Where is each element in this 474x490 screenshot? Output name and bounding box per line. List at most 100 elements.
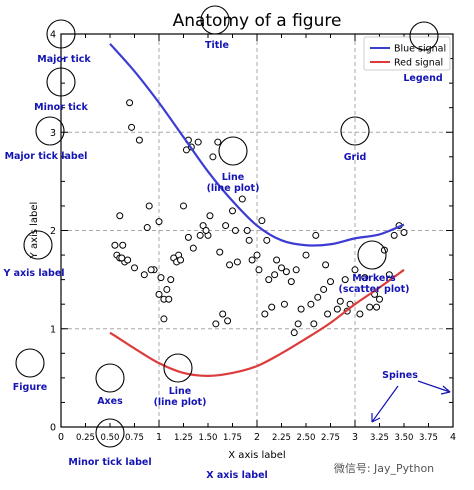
scatter-point bbox=[118, 254, 126, 262]
x-minor-tick-label: 1.50 bbox=[199, 433, 218, 443]
scatter-point bbox=[131, 264, 138, 272]
annotation-circle bbox=[23, 230, 53, 260]
annotation-label: Figure bbox=[13, 382, 47, 393]
watermark: 微信号: Jay_Python bbox=[334, 461, 434, 475]
annotation-circle bbox=[409, 21, 439, 51]
x-major-tick-label: 0 bbox=[58, 432, 64, 443]
x-minor-tick-label: 1.25 bbox=[174, 433, 193, 443]
annotation-label: Major tick label bbox=[5, 151, 88, 162]
scatter-point bbox=[297, 305, 305, 313]
scatter-point bbox=[268, 303, 276, 311]
annotation-circle bbox=[46, 19, 76, 49]
x-minor-tick-label: 2.75 bbox=[321, 433, 340, 443]
scatter-point bbox=[376, 295, 383, 303]
scatter-point bbox=[314, 293, 322, 301]
annotation-circle bbox=[35, 116, 65, 146]
scatter-point bbox=[126, 99, 134, 107]
scatter-point bbox=[238, 195, 246, 203]
scatter-point bbox=[155, 218, 163, 226]
x-major-tick-label: 3 bbox=[352, 432, 358, 443]
x-minor-tick-label: 3.75 bbox=[419, 433, 438, 443]
annotation-label: Line bbox=[222, 172, 245, 183]
scatter-point bbox=[214, 138, 222, 146]
scatter-point bbox=[219, 310, 227, 318]
y-major-tick-label: 1 bbox=[50, 324, 56, 335]
annotation-label: Minor tick label bbox=[68, 457, 151, 468]
x-minor-tick-label: 0.50 bbox=[101, 433, 120, 443]
series-line bbox=[109, 43, 405, 247]
annotation-label: X axis label bbox=[206, 470, 268, 481]
scatter-point bbox=[222, 222, 230, 230]
x-minor-tick-label: 2.25 bbox=[272, 433, 291, 443]
scatter-point bbox=[157, 274, 165, 282]
x-major-tick-label: 4 bbox=[450, 432, 456, 443]
scatter-point bbox=[180, 202, 187, 210]
scatter-point bbox=[400, 228, 408, 236]
scatter-point bbox=[124, 256, 132, 264]
scatter-point bbox=[111, 241, 119, 249]
y-major-tick-label: 3 bbox=[50, 128, 56, 139]
scatter-point bbox=[278, 264, 285, 272]
annotation-circle bbox=[15, 348, 45, 378]
annotation-label: Markers bbox=[352, 273, 396, 284]
annotation-circle bbox=[340, 116, 370, 146]
x-minor-tick-label: 1.75 bbox=[223, 433, 242, 443]
x-major-tick-label: 2 bbox=[254, 432, 260, 443]
y-major-tick-label: 2 bbox=[50, 226, 56, 237]
scatter-point bbox=[224, 317, 232, 325]
scatter-point bbox=[320, 285, 328, 293]
scatter-point bbox=[253, 251, 261, 259]
scatter-point bbox=[216, 248, 224, 256]
scatter-point bbox=[248, 256, 256, 264]
annotation-label: Line bbox=[169, 386, 192, 397]
scatter-point bbox=[280, 300, 288, 308]
annotation-circle bbox=[95, 418, 125, 448]
scatter-point bbox=[155, 290, 163, 298]
scatter-point bbox=[324, 310, 332, 318]
scatter-point bbox=[310, 320, 318, 328]
scatter-point bbox=[263, 236, 271, 244]
scatter-point bbox=[189, 244, 197, 252]
scatter-point bbox=[231, 227, 239, 234]
annotation-label: (line plot) bbox=[207, 183, 260, 194]
scatter-point bbox=[366, 303, 374, 311]
annotation-label: (line plot) bbox=[154, 397, 207, 408]
scatter-point bbox=[212, 320, 220, 328]
scatter-point bbox=[245, 236, 253, 244]
scatter-point bbox=[336, 297, 344, 305]
scatter-point bbox=[390, 231, 398, 239]
scatter-markers bbox=[111, 99, 408, 337]
x-minor-tick-label: 2.50 bbox=[297, 433, 316, 443]
ticks: 0 1 2 3 4 0 1 2 3 4 0.25 0.50 0.75 1.25 1.50 1.75 2.25 2.… bbox=[50, 30, 456, 444]
annotation-label: Minor tick bbox=[34, 102, 88, 113]
scatter-point bbox=[341, 276, 349, 284]
annotations: Major tick Minor tick Major tick label Y ax… bbox=[2, 5, 451, 481]
scatter-point bbox=[333, 305, 341, 313]
annotation-label: Major tick bbox=[37, 54, 91, 65]
scatter-point bbox=[177, 256, 185, 264]
annotation-label: Y axis label bbox=[2, 268, 64, 279]
x-minor-tick-label: 3.25 bbox=[370, 433, 389, 443]
scatter-point bbox=[261, 310, 269, 318]
annotation-circle bbox=[95, 363, 125, 393]
scatter-point bbox=[356, 310, 364, 318]
legend-entry: Red signal bbox=[394, 58, 443, 69]
scatter-point bbox=[373, 303, 381, 311]
scatter-point bbox=[128, 123, 136, 131]
annotation-label: (scatter plot) bbox=[338, 284, 409, 295]
scatter-point bbox=[258, 217, 266, 225]
scatter-point bbox=[292, 266, 300, 274]
scatter-point bbox=[226, 261, 234, 269]
scatter-point bbox=[271, 271, 279, 279]
scatter-point bbox=[327, 278, 334, 286]
annotation-circle bbox=[357, 240, 387, 270]
scatter-point bbox=[140, 271, 148, 279]
scatter-point bbox=[282, 268, 290, 276]
scatter-point bbox=[167, 276, 175, 284]
annotation-circle bbox=[200, 5, 230, 35]
series-line bbox=[109, 268, 405, 378]
scatter-point bbox=[290, 329, 298, 337]
y-major-tick-label: 0 bbox=[50, 423, 56, 434]
scatter-point bbox=[160, 315, 168, 323]
